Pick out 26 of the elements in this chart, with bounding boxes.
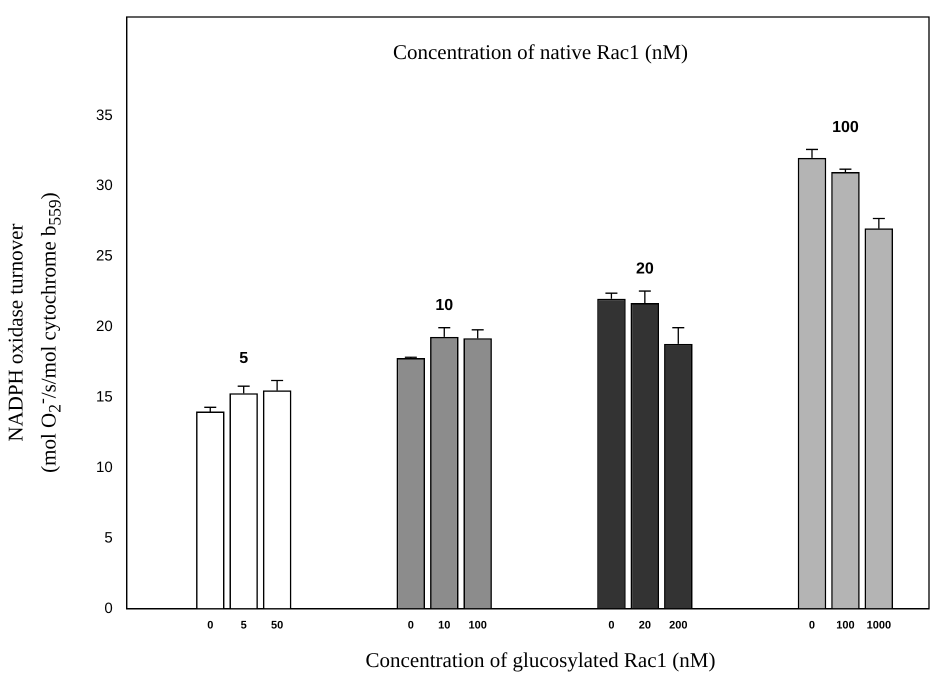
x-tick-label: 50 bbox=[270, 619, 284, 632]
y-tick-label: 25 bbox=[96, 248, 113, 265]
series-label: 10 bbox=[435, 297, 454, 314]
legend-title: Concentration of native Rac1 (nM) bbox=[392, 40, 690, 65]
x-axis-title: Concentration of glucosylated Rac1 (nM) bbox=[364, 648, 716, 673]
y-tick-label: 5 bbox=[104, 529, 113, 546]
x-tick-label: 0 bbox=[207, 619, 214, 632]
x-tick-label: 200 bbox=[669, 619, 688, 632]
x-tick-label: 0 bbox=[808, 619, 816, 632]
series-label: 100 bbox=[832, 118, 859, 136]
x-tick-label: 100 bbox=[836, 619, 855, 632]
x-tick-label: 20 bbox=[638, 619, 651, 632]
x-tick-label: 10 bbox=[438, 619, 450, 632]
y-tick-label: 15 bbox=[96, 388, 113, 406]
x-tick-label: 0 bbox=[408, 619, 414, 632]
y-tick-label: 30 bbox=[96, 177, 113, 194]
x-tick-label: 0 bbox=[608, 619, 614, 632]
series-label: 5 bbox=[239, 350, 248, 367]
y-tick-label: 10 bbox=[96, 459, 113, 476]
x-tick-label: 5 bbox=[240, 619, 247, 632]
y-tick-label: 0 bbox=[104, 600, 113, 617]
y-tick-label: 35 bbox=[96, 106, 113, 124]
x-tick-label: 1000 bbox=[866, 619, 892, 632]
series-label: 20 bbox=[636, 260, 654, 278]
x-tick-label: 100 bbox=[468, 619, 487, 632]
y-tick-label: 20 bbox=[96, 318, 113, 336]
